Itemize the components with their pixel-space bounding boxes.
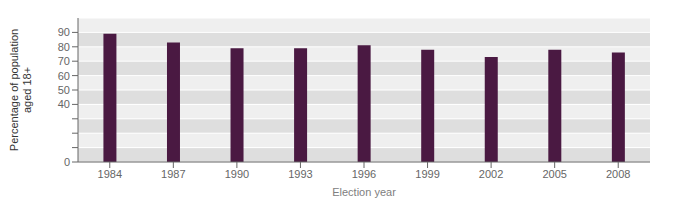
svg-text:60: 60 — [58, 70, 70, 82]
svg-text:50: 50 — [58, 84, 70, 96]
svg-text:70: 70 — [58, 55, 70, 67]
svg-text:90: 90 — [58, 26, 70, 38]
svg-text:2008: 2008 — [606, 168, 630, 180]
svg-text:1984: 1984 — [98, 168, 122, 180]
svg-text:1990: 1990 — [225, 168, 249, 180]
svg-text:2002: 2002 — [479, 168, 503, 180]
svg-text:1987: 1987 — [161, 168, 185, 180]
svg-text:1993: 1993 — [288, 168, 312, 180]
svg-text:1996: 1996 — [352, 168, 376, 180]
svg-text:80: 80 — [58, 41, 70, 53]
svg-text:1999: 1999 — [415, 168, 439, 180]
svg-text:Percentage of populationaged 1: Percentage of populationaged 18+ — [8, 29, 33, 151]
svg-text:0: 0 — [64, 156, 70, 168]
svg-text:Election year: Election year — [332, 186, 396, 198]
svg-text:40: 40 — [58, 98, 70, 110]
svg-text:2005: 2005 — [542, 168, 566, 180]
